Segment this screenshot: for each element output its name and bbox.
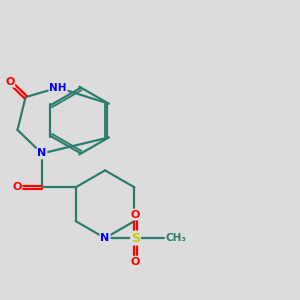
- Text: S: S: [131, 232, 140, 244]
- Text: CH₃: CH₃: [166, 233, 187, 243]
- Text: N: N: [37, 148, 46, 158]
- Text: O: O: [12, 182, 22, 192]
- Text: NH: NH: [50, 83, 67, 93]
- Text: N: N: [100, 233, 110, 243]
- Text: O: O: [131, 256, 140, 267]
- Text: O: O: [5, 77, 14, 87]
- Text: O: O: [131, 209, 140, 220]
